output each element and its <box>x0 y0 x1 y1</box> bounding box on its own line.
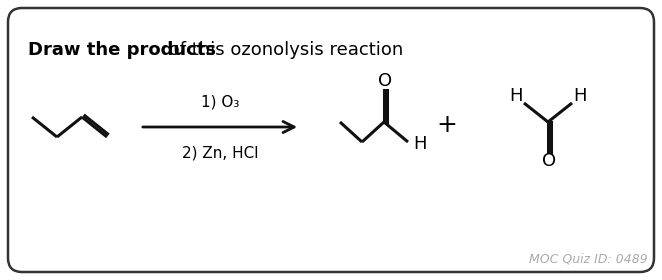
Text: +: + <box>436 113 457 137</box>
Text: H: H <box>413 135 426 153</box>
Text: H: H <box>573 87 587 105</box>
Text: O: O <box>542 152 557 170</box>
Text: 2) Zn, HCl: 2) Zn, HCl <box>182 145 258 160</box>
Text: O: O <box>379 72 393 90</box>
Text: MOC Quiz ID: 0489: MOC Quiz ID: 0489 <box>529 253 648 266</box>
Text: 1) O₃: 1) O₃ <box>201 94 239 109</box>
Text: of this ozonolysis reaction: of this ozonolysis reaction <box>163 41 403 59</box>
FancyBboxPatch shape <box>8 8 654 272</box>
Text: Draw the products: Draw the products <box>28 41 216 59</box>
Text: H: H <box>509 87 523 105</box>
